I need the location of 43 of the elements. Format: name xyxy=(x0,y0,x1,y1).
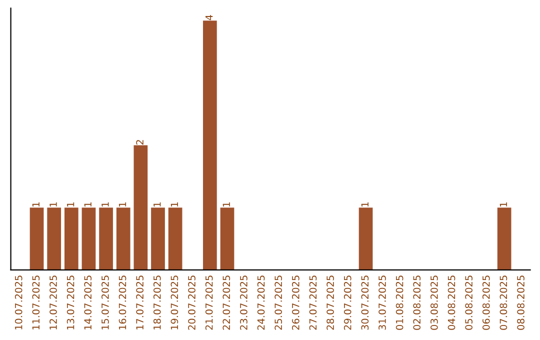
x-tick-label: 15.07.2025 xyxy=(102,276,109,330)
data-label: 1 xyxy=(102,202,109,207)
x-tick-label: 04.08.2025 xyxy=(448,276,456,330)
data-label: 1 xyxy=(118,202,126,207)
data-label: 1 xyxy=(170,202,178,207)
x-tick-label: 02.08.2025 xyxy=(413,276,421,330)
x-tick-label: 23.07.2025 xyxy=(240,276,248,330)
data-label: 1 xyxy=(154,202,161,207)
x-tick-label: 06.08.2025 xyxy=(482,276,490,330)
x-tick-label: 20.07.2025 xyxy=(188,276,196,330)
data-label: 1 xyxy=(50,202,57,207)
x-tick-label: 14.07.2025 xyxy=(84,276,92,330)
data-label: 1 xyxy=(361,202,368,207)
x-tick-label: 25.07.2025 xyxy=(274,276,282,330)
x-tick-label: 28.07.2025 xyxy=(326,276,334,330)
x-tick-label: 16.07.2025 xyxy=(118,276,126,330)
data-label: 1 xyxy=(84,202,92,207)
x-tick-label: 30.07.2025 xyxy=(361,276,369,330)
x-tick-label: 03.08.2025 xyxy=(430,276,438,330)
x-tick-label: 22.07.2025 xyxy=(222,276,230,330)
data-label: 4 xyxy=(206,14,213,20)
x-tick-label: 13.07.2025 xyxy=(66,276,74,330)
x-tick-label: 11.07.2025 xyxy=(32,276,40,330)
x-tick-label: 31.07.2025 xyxy=(378,276,386,330)
data-label: 1 xyxy=(32,202,40,207)
x-tick-label: 07.08.2025 xyxy=(500,276,508,330)
x-tick-label: 19.07.2025 xyxy=(170,276,178,330)
x-tick-label: 18.07.2025 xyxy=(153,276,161,330)
x-tick-label: 27.07.2025 xyxy=(309,276,317,330)
data-label: 2 xyxy=(136,140,144,145)
x-tick-label: 21.07.2025 xyxy=(205,276,213,330)
x-tick-label: 29.07.2025 xyxy=(344,276,352,330)
x-tick-label: 01.08.2025 xyxy=(396,276,404,330)
x-tick-label: 12.07.2025 xyxy=(50,276,57,330)
data-label: 1 xyxy=(500,202,507,207)
data-label: 1 xyxy=(222,202,230,207)
x-tick-label: 08.08.2025 xyxy=(517,276,524,330)
data-label: 1 xyxy=(67,202,74,207)
x-tick-label: 17.07.2025 xyxy=(136,276,144,330)
x-tick-label: 24.07.2025 xyxy=(257,276,265,330)
x-tick-label: 05.08.2025 xyxy=(465,276,472,330)
x-tick-label: 10.07.2025 xyxy=(14,276,22,330)
x-tick-label: 26.07.2025 xyxy=(292,276,300,330)
